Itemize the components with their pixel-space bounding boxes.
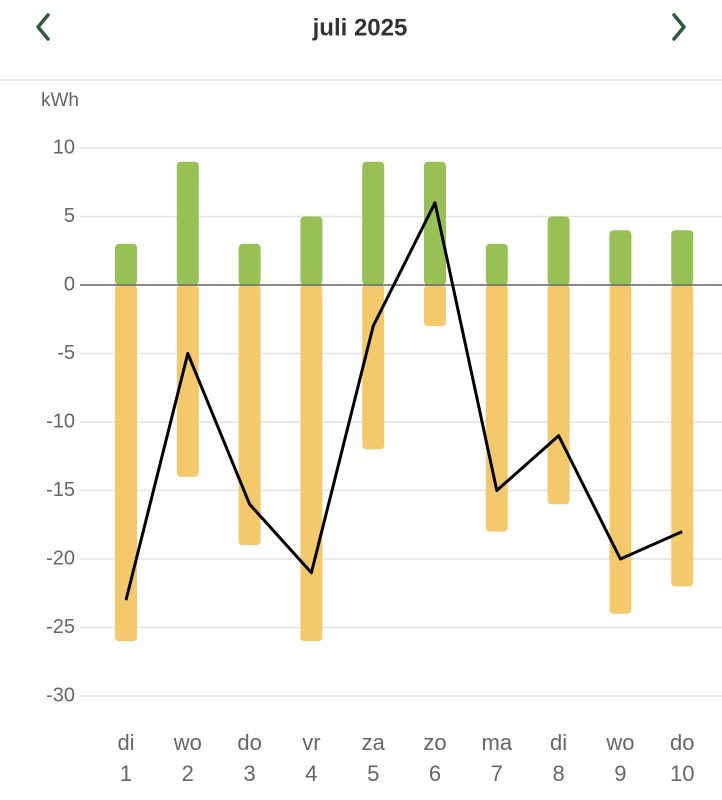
y-tick-label: 5 bbox=[64, 205, 75, 227]
x-tick-day: wo bbox=[605, 730, 634, 755]
bar bbox=[671, 230, 694, 285]
y-tick-label: 10 bbox=[53, 136, 75, 158]
prev-month-button[interactable] bbox=[36, 13, 50, 41]
x-tick-date: 1 bbox=[120, 761, 132, 786]
month-title: juli 2025 bbox=[312, 14, 408, 41]
bar bbox=[424, 285, 446, 327]
bar bbox=[115, 243, 137, 285]
x-tick-day: wo bbox=[173, 730, 202, 755]
bar bbox=[362, 285, 385, 450]
bar bbox=[176, 285, 199, 477]
bar bbox=[547, 216, 570, 285]
y-tick-label: -15 bbox=[46, 479, 75, 501]
x-tick-day: di bbox=[550, 730, 567, 755]
bar bbox=[485, 285, 508, 532]
y-tick-label: 0 bbox=[64, 273, 75, 295]
x-tick-day: zo bbox=[423, 730, 446, 755]
bar bbox=[238, 243, 261, 285]
x-tick-date: 6 bbox=[429, 761, 441, 786]
bar bbox=[362, 161, 385, 285]
x-tick-date: 2 bbox=[182, 761, 194, 786]
net-line bbox=[124, 201, 683, 601]
y-tick-label: -30 bbox=[46, 684, 75, 706]
x-tick-date: 10 bbox=[670, 761, 694, 786]
y-tick-label: -5 bbox=[57, 342, 75, 364]
x-tick-day: di bbox=[117, 730, 134, 755]
y-tick-label: -25 bbox=[46, 616, 75, 638]
y-tick-label: -20 bbox=[46, 547, 75, 569]
x-tick-date: 4 bbox=[305, 761, 317, 786]
bar bbox=[115, 285, 137, 642]
bar bbox=[300, 216, 323, 285]
bar bbox=[609, 285, 632, 614]
bar bbox=[547, 285, 570, 505]
x-tick-day: za bbox=[362, 730, 386, 755]
bar bbox=[424, 161, 446, 285]
x-tick-date: 3 bbox=[243, 761, 255, 786]
bar bbox=[609, 230, 632, 285]
bar bbox=[238, 285, 261, 546]
next-month-button[interactable] bbox=[672, 13, 686, 41]
x-tick-date: 9 bbox=[614, 761, 626, 786]
bar bbox=[485, 243, 508, 285]
bar bbox=[671, 285, 694, 587]
bar bbox=[176, 161, 199, 285]
x-tick-date: 5 bbox=[367, 761, 379, 786]
x-tick-day: do bbox=[237, 730, 261, 755]
y-tick-label: -10 bbox=[46, 410, 75, 432]
x-tick-day: vr bbox=[302, 730, 320, 755]
x-tick-day: do bbox=[670, 730, 694, 755]
x-tick-date: 8 bbox=[552, 761, 564, 786]
x-tick-date: 7 bbox=[491, 761, 503, 786]
unit-label: kWh bbox=[41, 90, 79, 111]
bar bbox=[300, 285, 323, 642]
x-tick-day: ma bbox=[482, 730, 513, 755]
